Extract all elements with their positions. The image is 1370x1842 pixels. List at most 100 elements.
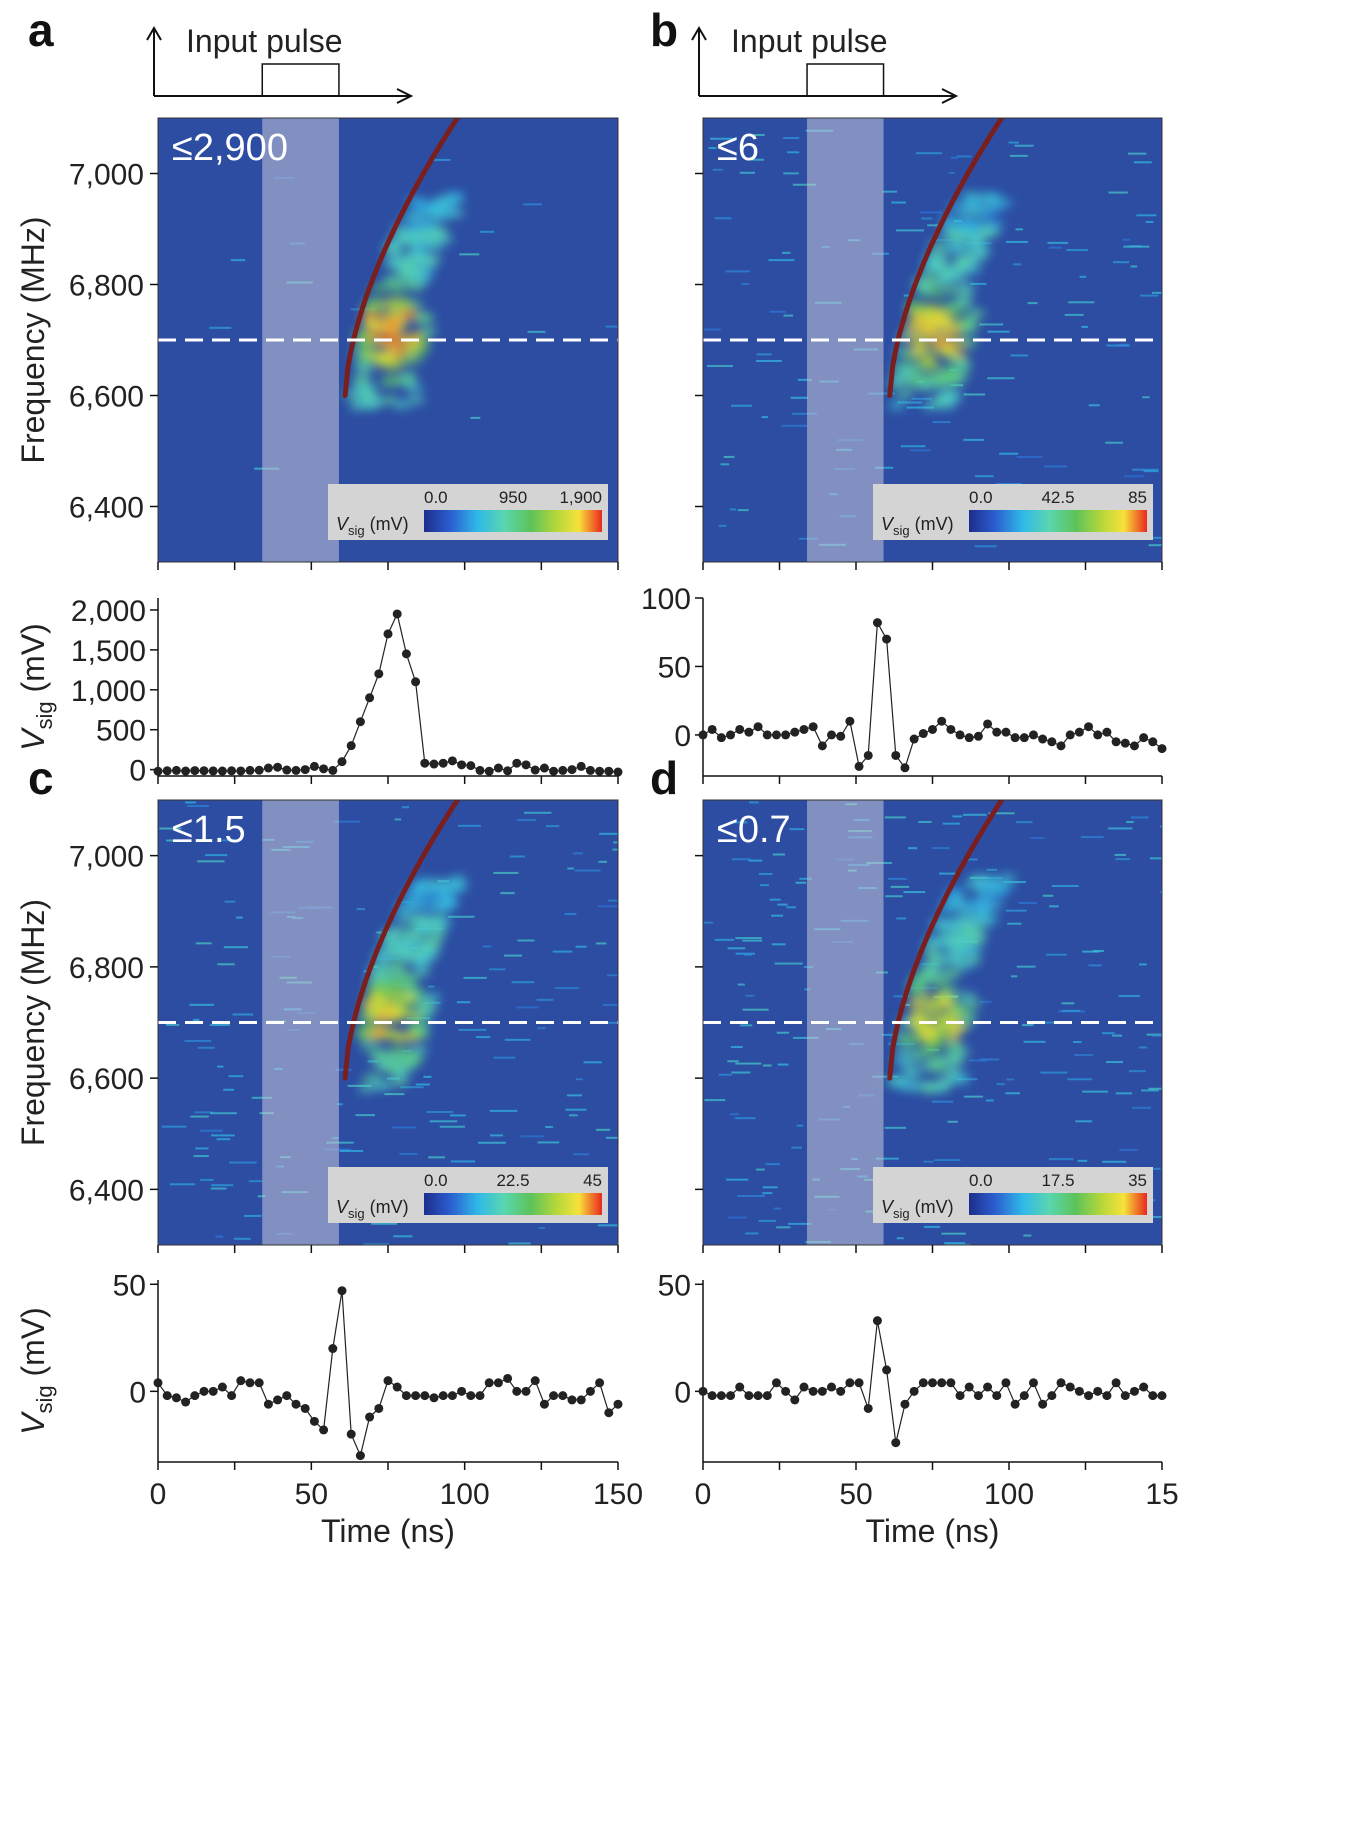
noise-streak — [909, 449, 931, 452]
noise-streak — [399, 1152, 418, 1155]
noise-streak — [1067, 1078, 1093, 1081]
noise-streak — [490, 1134, 504, 1137]
noise-streak — [710, 137, 736, 140]
signal-trace-line — [157, 1290, 619, 1458]
signal-trace-point — [983, 719, 993, 729]
signal-trace-point — [319, 764, 329, 774]
signal-cell — [995, 883, 1014, 892]
noise-streak — [195, 1147, 209, 1150]
signal-cell — [392, 236, 411, 245]
noise-streak — [718, 524, 727, 527]
signal-cell — [401, 1059, 420, 1068]
signal-trace-point — [762, 730, 772, 740]
noise-streak — [752, 158, 764, 161]
noise-streak — [769, 310, 786, 313]
signal-peak-cell — [396, 314, 409, 321]
signal-peak-cell — [405, 348, 418, 355]
noise-streak — [356, 908, 365, 911]
signal-trace-point — [836, 731, 846, 741]
signal-trace-point — [585, 765, 595, 775]
noise-streak — [783, 137, 800, 140]
signal-blob — [887, 191, 1013, 410]
line-ylabel: Vsig (mV) — [15, 623, 57, 751]
noise-streak — [335, 1068, 352, 1071]
noise-streak — [1046, 953, 1067, 956]
noise-streak — [737, 1194, 766, 1197]
noise-streak — [927, 224, 941, 227]
line-ytick-label: 50 — [113, 1269, 146, 1302]
noise-streak — [1160, 891, 1162, 894]
noise-streak — [607, 1021, 618, 1024]
signal-trace-point — [558, 765, 568, 775]
signal-trace-point — [1129, 1386, 1139, 1396]
signal-trace-point — [162, 1391, 172, 1401]
signal-cell — [357, 1084, 376, 1093]
signal-cell — [964, 201, 983, 210]
signal-peak-cell — [370, 991, 383, 998]
signal-trace-point — [585, 1386, 595, 1396]
noise-streak — [729, 821, 748, 824]
colorbar-gradient — [969, 510, 1147, 532]
noise-streak — [777, 1063, 789, 1066]
signal-peak-cell — [950, 1011, 963, 1018]
noise-streak — [583, 1061, 602, 1064]
noise-streak — [1048, 1158, 1074, 1161]
signal-cell — [958, 933, 977, 942]
colorbar-gradient — [424, 1193, 602, 1215]
line-xtick-label: 50 — [839, 1478, 872, 1511]
noise-streak — [1007, 922, 1022, 925]
signal-cell — [945, 242, 964, 251]
noise-streak — [1115, 1092, 1133, 1095]
noise-streak — [187, 805, 209, 808]
noise-streak — [756, 353, 772, 356]
signal-trace-point — [604, 1408, 614, 1418]
signal-trace-point — [539, 1399, 549, 1409]
noise-streak — [774, 962, 803, 965]
noise-streak — [706, 365, 734, 368]
noise-streak — [193, 1155, 209, 1158]
signal-trace-point — [817, 741, 827, 751]
signal-cell — [936, 1077, 955, 1086]
signal-trace-point — [217, 766, 227, 776]
noise-streak — [970, 282, 987, 285]
signal-trace-point — [401, 649, 411, 659]
signal-peak-cell — [408, 1012, 421, 1019]
signal-cell — [374, 1081, 393, 1090]
signal-peak-cell — [396, 322, 409, 329]
pulse-x-arrowhead — [941, 88, 959, 104]
noise-streak — [339, 1149, 364, 1152]
signal-trace-point — [854, 1378, 864, 1388]
signal-cell — [966, 234, 985, 243]
signal-peak-cell — [909, 1001, 922, 1008]
signal-cell — [399, 372, 418, 381]
noise-streak — [799, 877, 813, 880]
signal-cell — [389, 253, 408, 262]
noise-streak — [727, 1216, 747, 1219]
noise-streak — [1018, 902, 1037, 905]
signal-trace-point — [726, 1391, 736, 1401]
noise-streak — [768, 259, 795, 262]
noise-streak — [903, 294, 910, 297]
noise-streak — [1132, 1106, 1151, 1109]
signal-trace-point — [254, 765, 264, 775]
signal-cell — [370, 1049, 389, 1058]
noise-streak — [537, 1141, 560, 1144]
signal-trace-point — [512, 758, 522, 768]
signal-cell — [409, 204, 428, 213]
signal-trace-point — [190, 766, 200, 776]
panel-letter: a — [28, 4, 54, 56]
noise-streak — [1128, 1070, 1146, 1073]
noise-streak — [723, 455, 735, 458]
noise-streak — [783, 172, 799, 175]
signal-cell — [940, 986, 959, 995]
signal-trace-point — [698, 730, 708, 740]
signal-cell — [976, 880, 995, 889]
signal-cell — [428, 879, 447, 888]
noise-streak — [1014, 144, 1034, 147]
noise-streak — [1073, 1041, 1082, 1044]
signal-trace-point — [900, 1399, 910, 1409]
noise-streak — [753, 134, 765, 137]
noise-streak — [741, 283, 749, 286]
noise-streak — [478, 1141, 506, 1144]
signal-trace-point — [845, 1378, 855, 1388]
